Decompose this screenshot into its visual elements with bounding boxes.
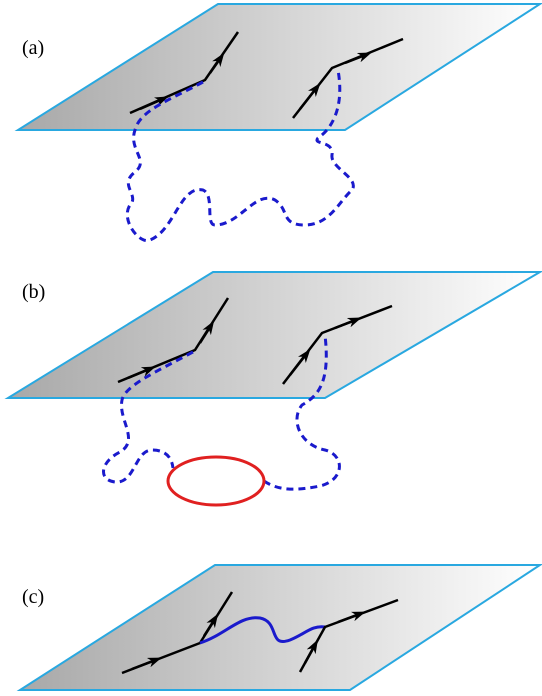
diagram: (a) (b) (c)	[0, 0, 542, 696]
panel-c: (c)	[20, 565, 540, 690]
plane	[20, 565, 540, 690]
loop	[168, 457, 264, 505]
panel-label: (a)	[22, 37, 44, 59]
plane	[18, 4, 540, 130]
panel-a: (a)	[18, 4, 540, 241]
panel-label: (b)	[22, 281, 45, 303]
panel-b: (b)	[8, 272, 540, 505]
panel-label: (c)	[22, 586, 44, 608]
plane	[8, 272, 540, 398]
